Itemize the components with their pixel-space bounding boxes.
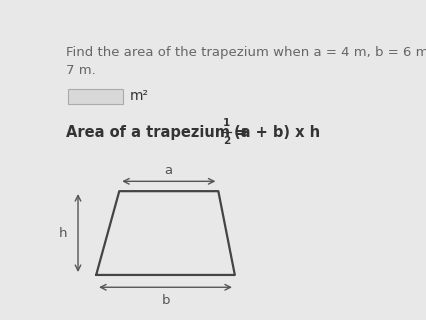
Text: Area of a trapezium =: Area of a trapezium = <box>66 124 253 140</box>
Text: b: b <box>161 294 170 307</box>
Text: (a + b) x h: (a + b) x h <box>234 124 320 140</box>
Text: 1: 1 <box>223 118 230 128</box>
Text: a: a <box>165 164 173 177</box>
Text: h: h <box>59 227 67 240</box>
Text: 2: 2 <box>223 136 230 146</box>
Text: m²: m² <box>130 89 149 103</box>
FancyBboxPatch shape <box>68 89 123 104</box>
Text: Find the area of the trapezium when a = 4 m, b = 6 m and h =
7 m.: Find the area of the trapezium when a = … <box>66 46 426 77</box>
